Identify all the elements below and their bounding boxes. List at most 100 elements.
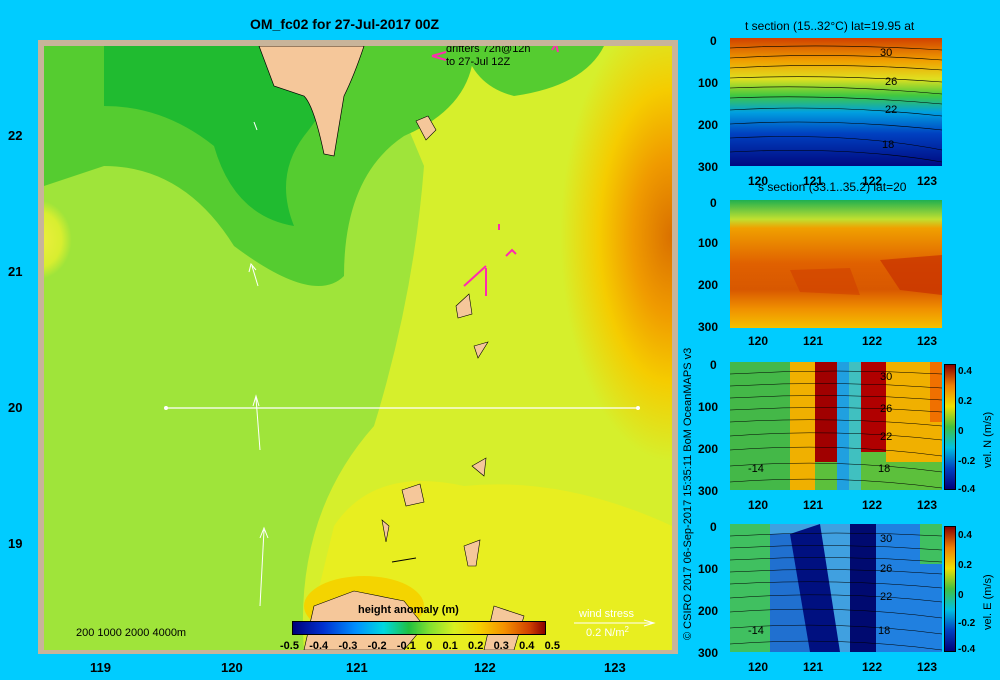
colorbar-label: height anomaly (m)	[358, 604, 459, 616]
cb-tick: -0.2	[367, 640, 387, 652]
wind-scale-sup: 2	[625, 625, 630, 634]
contour-label: 30	[880, 533, 892, 545]
p1-xtick: 121	[803, 174, 824, 188]
contour-label: 22	[880, 591, 892, 603]
panel-veln-section[interactable]: 30 26 22 18 -14	[730, 362, 942, 490]
wind-arrows	[248, 121, 269, 607]
p1-ytick: 100	[698, 76, 719, 90]
contour-label: 30	[880, 371, 892, 383]
p1-ytick: 300	[698, 160, 719, 174]
cb-tick: 0.1	[442, 640, 458, 652]
p1-xtick: 122	[862, 174, 883, 188]
p2-ytick: 200	[698, 278, 719, 292]
p3-xtick: 120	[748, 498, 769, 512]
contour-label: -14	[748, 463, 764, 475]
p2-ytick: 300	[698, 320, 719, 334]
p4-ytick: 100	[698, 562, 719, 576]
p4-xtick: 122	[862, 660, 883, 674]
veln-cb-tick: 0.4	[958, 366, 972, 377]
p1-xtick: 123	[917, 174, 938, 188]
lon-tick-123: 123	[604, 660, 626, 675]
contour-label: -14	[748, 625, 764, 637]
cb-tick: 0.3	[493, 640, 509, 652]
depth-legend: 200 1000 2000 4000m	[76, 627, 186, 639]
veln-cb-label: vel. N (m/s)	[982, 411, 994, 468]
p3-xtick: 123	[917, 498, 938, 512]
veln-cb-tick: -0.2	[958, 456, 976, 467]
map-canvas: 200 1000 2000 4000m drifters 72h@12h to …	[44, 46, 672, 650]
p2-ytick: 100	[698, 236, 719, 250]
contour-label: 22	[880, 431, 892, 443]
cb-tick: -0.5	[280, 640, 299, 652]
lat-tick-20: 20	[8, 400, 23, 415]
lon-tick-122: 122	[474, 660, 496, 675]
p3-ytick: 300	[698, 484, 719, 498]
contour-label: 22	[885, 104, 897, 116]
contour-label: 18	[878, 625, 890, 637]
p3-xtick: 121	[803, 498, 824, 512]
vele-cb-tick: 0.4	[958, 530, 972, 541]
cb-tick: 0.4	[519, 640, 535, 652]
veln-colorbar	[944, 364, 956, 490]
p3-ytick: 100	[698, 400, 719, 414]
lat-tick-21: 21	[8, 264, 23, 279]
cb-tick: -0.3	[338, 640, 358, 652]
veln-cb-tick: 0.2	[958, 396, 972, 407]
field-orange-east	[424, 46, 672, 546]
veln-cb-tick: -0.4	[958, 484, 976, 495]
cb-tick: 0	[426, 640, 433, 652]
cb-tick: 0.5	[544, 640, 560, 652]
copyright-text: © CSIRO 2017 06-Sep-2017 15:35:11 BoM Oc…	[682, 347, 694, 640]
drifters-text-1: drifters 72h@12h	[446, 46, 531, 55]
panel-s-section[interactable]	[730, 200, 942, 328]
vele-cb-label: vel. E (m/s)	[982, 574, 994, 630]
drifters	[431, 46, 559, 296]
p3-ytick: 0	[710, 358, 717, 372]
map-title: OM_fc02 for 27-Jul-2017 00Z	[250, 16, 440, 32]
height-anomaly-map[interactable]: 200 1000 2000 4000m drifters 72h@12h to …	[44, 46, 672, 650]
panel-title-s: s section (33.1..35.2) lat=20	[758, 180, 907, 194]
vele-colorbar	[944, 526, 956, 652]
panel-vele-section[interactable]: 30 26 22 18 -14	[730, 524, 942, 652]
land-island	[415, 115, 437, 141]
vele-cb-tick: 0.2	[958, 560, 972, 571]
contour-label: 26	[880, 403, 892, 415]
p2-xtick: 120	[748, 334, 769, 348]
wind-label: wind stress	[578, 608, 635, 620]
vele-cb-tick: -0.4	[958, 644, 976, 655]
p2-ytick: 0	[710, 196, 717, 210]
cb-tick: -0.1	[396, 640, 416, 652]
lon-tick-120: 120	[221, 660, 243, 675]
p3-xtick: 122	[862, 498, 883, 512]
p1-ytick: 200	[698, 118, 719, 132]
panel-t-section[interactable]: 30 26 22 18	[730, 38, 942, 166]
cb-tick: -0.4	[309, 640, 329, 652]
contour-label: 30	[880, 47, 892, 59]
p4-xtick: 123	[917, 660, 938, 674]
contour-label: 26	[885, 76, 897, 88]
cb-tick: 0.2	[468, 640, 484, 652]
p1-ytick: 0	[710, 34, 717, 48]
p4-ytick: 200	[698, 604, 719, 618]
vele-cb-tick: -0.2	[958, 618, 976, 629]
colorbar	[292, 621, 546, 635]
contour-label: 26	[880, 563, 892, 575]
lat-tick-22: 22	[8, 128, 23, 143]
svg-text:0.2 N/m2: 0.2 N/m2	[586, 625, 630, 640]
p4-ytick: 300	[698, 646, 719, 660]
contour-label: 18	[882, 139, 894, 151]
p2-xtick: 121	[803, 334, 824, 348]
p1-xtick: 120	[748, 174, 769, 188]
land-taiwan	[258, 46, 365, 157]
veln-cb-tick: 0	[958, 426, 964, 437]
contour-label: 18	[878, 463, 890, 475]
panel-title-t: t section (15..32°C) lat=19.95 at	[745, 19, 915, 33]
vele-cb-tick: 0	[958, 590, 964, 601]
p2-xtick: 122	[862, 334, 883, 348]
lon-tick-119: 119	[90, 660, 111, 675]
p4-ytick: 0	[710, 520, 717, 534]
wind-scale: 0.2 N/m	[586, 627, 625, 639]
lon-tick-121: 121	[346, 660, 368, 675]
lat-tick-19: 19	[8, 536, 23, 551]
colorbar-ticks: -0.5 -0.4 -0.3 -0.2 -0.1 0 0.1 0.2 0.3 0…	[280, 640, 560, 652]
